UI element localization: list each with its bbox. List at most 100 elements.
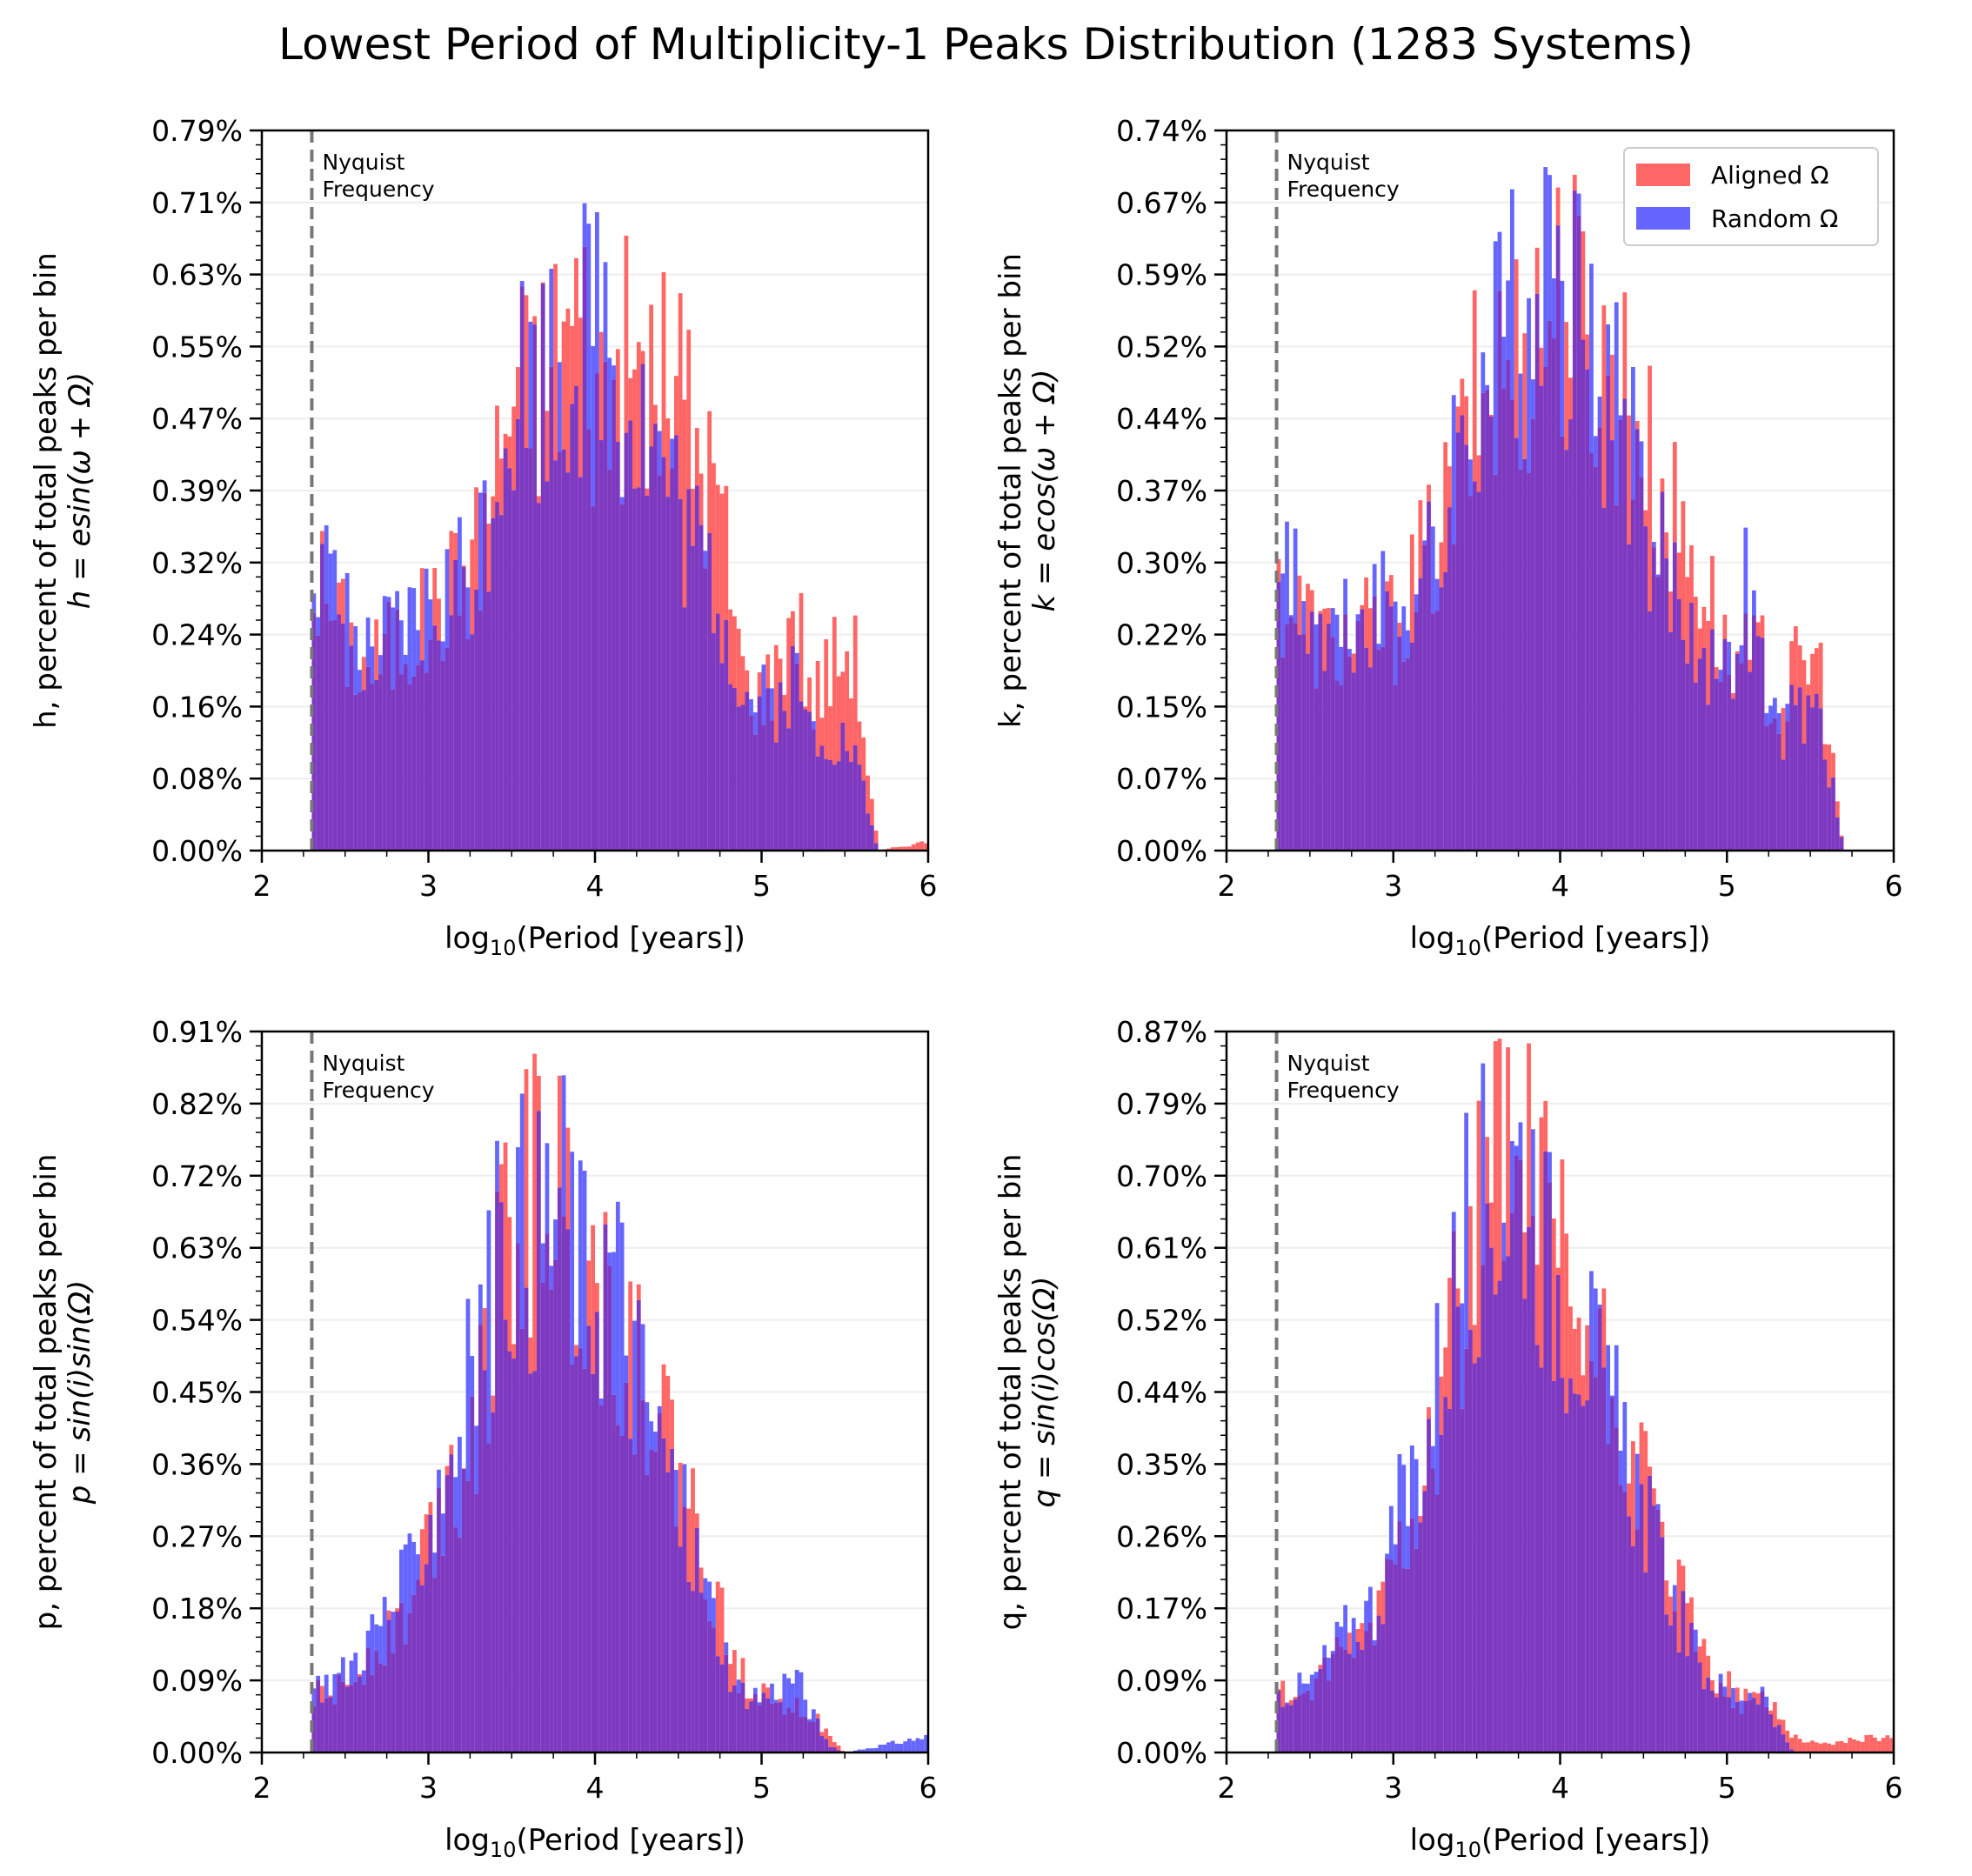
bar-overlap: [1785, 721, 1790, 851]
bar-overlap: [603, 1224, 608, 1752]
bar-overlap: [624, 432, 629, 851]
bar-overlap: [807, 711, 812, 851]
bar-overlap: [1668, 631, 1673, 851]
bar-overlap: [1768, 1714, 1773, 1752]
bar-random: [811, 1709, 816, 1722]
bar-random: [1622, 1402, 1628, 1492]
bar-overlap: [612, 1394, 616, 1752]
bar-overlap: [565, 1229, 571, 1752]
bar-overlap: [1706, 1677, 1711, 1752]
bar-aligned: [498, 1164, 504, 1203]
bar-random: [1639, 441, 1644, 477]
bar-random: [407, 1533, 412, 1613]
bar-overlap: [374, 679, 379, 851]
bar-overlap: [791, 645, 795, 851]
bar-overlap: [1568, 1378, 1573, 1752]
bar-overlap: [1802, 743, 1807, 851]
y-tick-label: 0.16%: [151, 690, 243, 724]
bar-aligned: [1706, 621, 1711, 705]
bar-random: [519, 1093, 525, 1329]
bar-overlap: [828, 1746, 832, 1752]
bar-overlap: [1476, 491, 1481, 851]
bar-random: [682, 1464, 687, 1507]
y-axis-formula: q = sin(i)cos(Ω): [1027, 1276, 1062, 1507]
bar-overlap: [470, 1396, 475, 1752]
series-aligned: [320, 1053, 846, 1752]
bar-random: [1367, 1586, 1373, 1623]
x-tick-label: 2: [1218, 869, 1236, 903]
bar-overlap: [670, 468, 674, 851]
bar-overlap: [311, 1706, 317, 1752]
bar-aligned: [344, 1685, 350, 1687]
bar-random: [1743, 527, 1748, 614]
bar-overlap: [361, 1684, 366, 1752]
bar-overlap: [786, 728, 792, 851]
bar-overlap: [1651, 547, 1656, 851]
bar-aligned: [1476, 1100, 1481, 1358]
bar-aligned: [1827, 744, 1832, 788]
bar-overlap: [1548, 320, 1552, 851]
bar-overlap: [461, 1469, 466, 1752]
bar-aligned: [1288, 1699, 1293, 1706]
bar-aligned: [1714, 1693, 1719, 1698]
bar-aligned: [507, 1217, 512, 1352]
bar-aligned: [1676, 1559, 1681, 1652]
bar-overlap: [1797, 687, 1802, 851]
bar-aligned: [1714, 667, 1719, 679]
bar-aligned: [890, 847, 895, 851]
bar-overlap: [1548, 1182, 1552, 1752]
bar-random: [736, 1679, 741, 1693]
bar-overlap: [1385, 1559, 1389, 1752]
bar-overlap: [1706, 704, 1711, 851]
bar-aligned: [636, 1284, 641, 1300]
bar-random: [1347, 649, 1352, 657]
bar-overlap: [1589, 452, 1594, 851]
bar-overlap: [1731, 1707, 1735, 1752]
bar-aligned: [1627, 415, 1631, 544]
bar-aligned: [1873, 1737, 1877, 1752]
bar-aligned: [437, 598, 441, 641]
bar-overlap: [1527, 1226, 1531, 1752]
bar-overlap: [724, 619, 729, 851]
bar-aligned: [1376, 1590, 1381, 1616]
bar-overlap: [1585, 1400, 1590, 1752]
bar-aligned: [1572, 174, 1577, 191]
bar-overlap: [465, 1480, 471, 1752]
bar-random: [1464, 1112, 1469, 1349]
bar-overlap: [712, 1627, 716, 1752]
bar-overlap: [574, 385, 578, 851]
y-tick-label: 0.36%: [151, 1447, 243, 1481]
series-random: [311, 1075, 928, 1752]
bar-overlap: [516, 418, 520, 851]
x-axis-label: log10(Period [years]): [445, 921, 745, 960]
bar-overlap: [1347, 1653, 1352, 1752]
bar-random: [440, 641, 445, 661]
bar-aligned: [815, 660, 820, 757]
bar-overlap: [1301, 1692, 1307, 1752]
x-axis-label: log10(Period [years]): [445, 1823, 745, 1862]
y-tick-label: 0.79%: [151, 114, 243, 148]
bar-aligned: [337, 582, 341, 615]
bar-overlap: [1827, 787, 1832, 851]
bar-overlap: [861, 780, 866, 851]
bar-overlap: [849, 762, 853, 851]
bar-overlap: [1722, 638, 1728, 851]
bar-random: [1593, 1288, 1598, 1378]
bar-overlap: [1397, 1521, 1402, 1752]
bar-aligned: [1752, 1692, 1756, 1699]
bar-aligned: [320, 531, 324, 544]
bar-overlap: [1285, 1704, 1289, 1752]
bar-overlap: [1455, 432, 1461, 851]
bar-random: [1776, 713, 1781, 734]
bar-aligned: [1806, 684, 1811, 696]
bar-overlap: [395, 609, 399, 851]
bar-overlap: [673, 1526, 679, 1752]
bar-aligned: [915, 842, 920, 851]
bar-overlap: [1722, 1696, 1728, 1752]
bar-overlap: [707, 532, 712, 851]
bar-overlap: [486, 1443, 491, 1752]
bar-random: [440, 1513, 445, 1556]
bar-overlap: [445, 647, 450, 851]
bar-aligned: [1464, 396, 1469, 445]
